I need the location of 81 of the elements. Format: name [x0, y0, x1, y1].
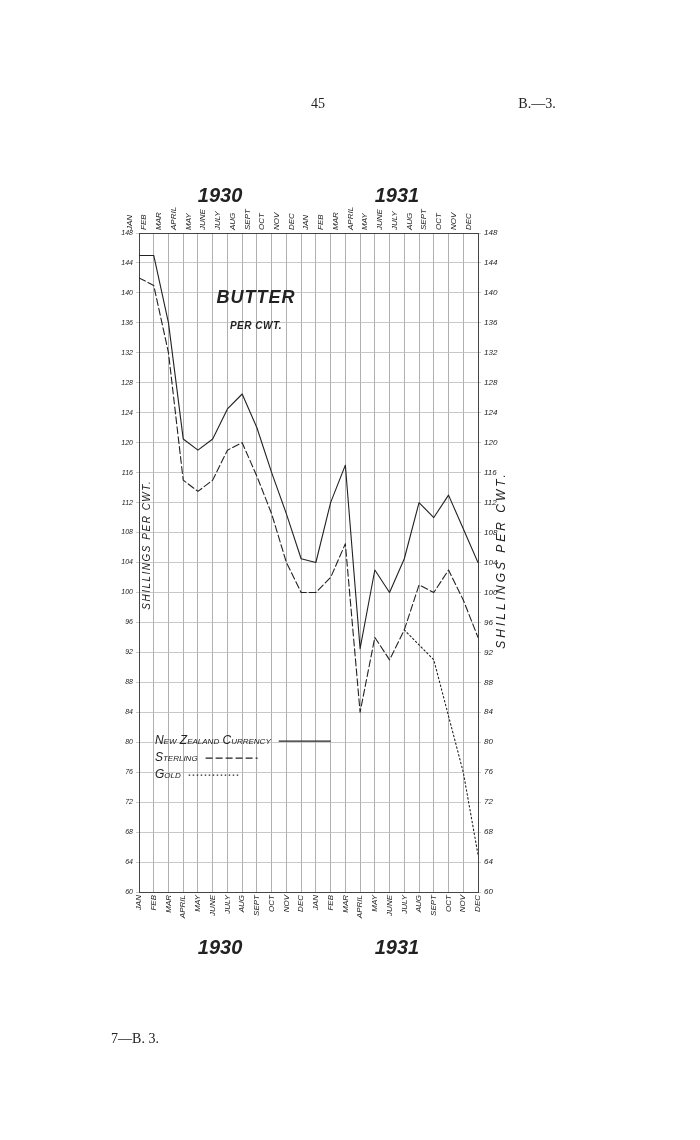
- x-tick-label: FEB: [148, 894, 158, 911]
- text: MAR: [154, 212, 164, 230]
- text: DEC: [463, 213, 473, 230]
- x-tick-label: JULY: [399, 894, 409, 915]
- y2-tick-label: 120: [484, 437, 498, 447]
- x-tick-label: MAR: [163, 894, 173, 913]
- x-tick-label: JAN: [311, 894, 321, 912]
- text: SEPT: [242, 209, 252, 230]
- y2-tick-label: 84: [484, 707, 494, 717]
- text: JUNE: [375, 209, 385, 230]
- text: AUG: [227, 212, 237, 230]
- x-tick-label: DEC: [296, 894, 306, 912]
- y2-tick-label: 80: [484, 737, 494, 747]
- text: SEPT: [419, 209, 429, 230]
- y2-tick-label: 144: [484, 258, 498, 268]
- text: B.—3.: [518, 96, 556, 112]
- x-tick-label: JAN: [134, 894, 144, 912]
- x-tick-label: OCT: [443, 893, 453, 912]
- legend-label: Gold: [154, 767, 181, 782]
- y2-tick-label: 72: [484, 797, 494, 807]
- text: PER CWT.: [229, 319, 283, 331]
- y2-tick-label: 128: [484, 377, 498, 387]
- y2-tick-label: 124: [484, 407, 498, 417]
- text: JAN: [124, 214, 134, 230]
- y2-tick-label: 116: [484, 467, 498, 477]
- text: NOV: [448, 212, 458, 230]
- text: JAN: [301, 214, 311, 230]
- y2-tick-label: 140: [484, 288, 498, 298]
- legend-label: New Zealand Currency: [154, 733, 272, 748]
- text: FEB: [139, 214, 149, 230]
- x-tick-label: SEPT: [252, 893, 262, 916]
- y2-tick-label: 148: [484, 228, 498, 238]
- y2-tick-label: 60: [484, 887, 494, 897]
- x-tick-label: APRIL: [355, 895, 365, 920]
- x-tick-label: AUG: [414, 895, 424, 914]
- text: FEB: [316, 214, 326, 230]
- y2-tick-label: 132: [484, 348, 498, 358]
- y2-tick-label: 92: [484, 647, 494, 657]
- text: 7—B. 3.: [111, 1031, 159, 1047]
- text: JULY: [389, 211, 399, 230]
- x-tick-label: OCT: [266, 893, 276, 912]
- text: APRIL: [168, 206, 178, 230]
- y2-tick-label: 88: [484, 677, 494, 687]
- text: 1931: [374, 183, 420, 206]
- x-tick-label: APRIL: [178, 895, 188, 920]
- y2-tick-label: 76: [484, 767, 494, 777]
- x-tick-label: FEB: [325, 894, 335, 911]
- y2-tick-label: 100: [484, 587, 498, 597]
- text: MAY: [183, 213, 193, 230]
- y-axis-title: SHILLINGS PER CWT.: [140, 479, 152, 610]
- y2-tick-label: 64: [484, 857, 494, 867]
- text: DEC: [286, 213, 296, 230]
- text: OCT: [257, 213, 267, 230]
- text: NOV: [272, 212, 282, 230]
- text: APRIL: [345, 206, 355, 230]
- text: 1930: [197, 183, 243, 206]
- x-tick-label: NOV: [281, 894, 291, 913]
- x-tick-label: JUNE: [207, 894, 217, 917]
- text: BUTTER: [216, 287, 296, 308]
- text: 45: [311, 96, 325, 112]
- x-tick-label: AUG: [237, 895, 247, 914]
- text: MAR: [330, 212, 340, 230]
- x-tick-label: DEC: [473, 894, 483, 912]
- x-tick-label: MAR: [340, 894, 350, 913]
- x-tick-label: MAY: [370, 894, 380, 912]
- text: OCT: [434, 213, 444, 230]
- text: AUG: [404, 212, 414, 230]
- y2-tick-label: 68: [484, 827, 494, 837]
- x-tick-label: JULY: [222, 894, 232, 915]
- text: JUNE: [198, 209, 208, 230]
- text: 1930: [197, 935, 243, 958]
- y2-tick-label: 136: [484, 318, 498, 328]
- text: 1931: [374, 935, 420, 958]
- x-tick-label: NOV: [458, 894, 468, 913]
- y2-tick-label: 96: [484, 617, 494, 627]
- text: JULY: [213, 211, 223, 230]
- x-tick-label: JUNE: [384, 894, 394, 917]
- x-tick-label: SEPT: [429, 893, 438, 916]
- x-tick-label: MAY: [193, 894, 203, 912]
- text: MAY: [360, 213, 370, 230]
- legend-label: Sterling: [154, 750, 198, 765]
